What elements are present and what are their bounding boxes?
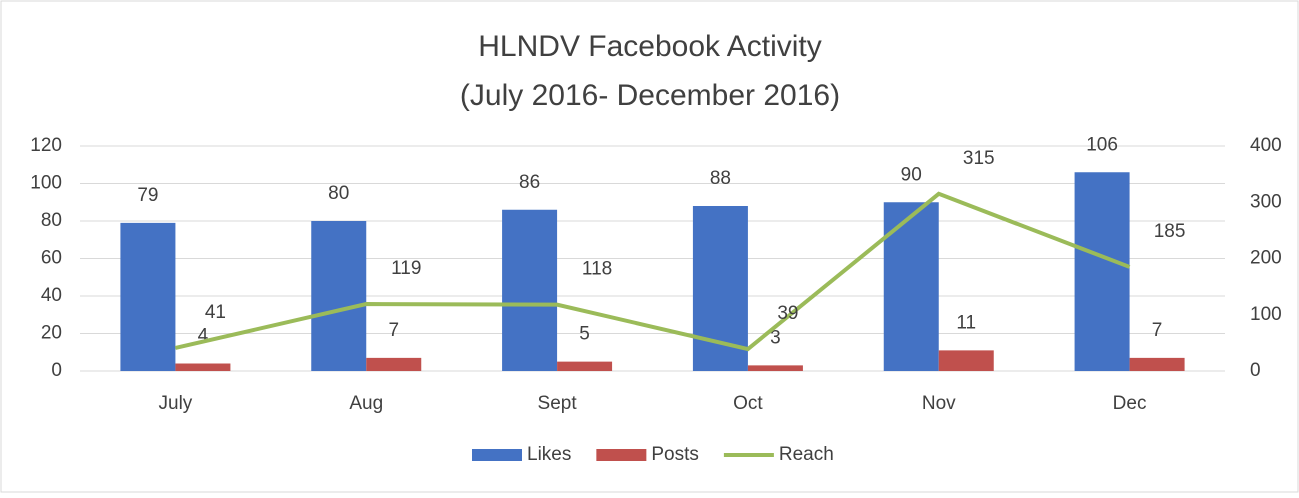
chart-subtitle: (July 2016- December 2016) — [460, 79, 840, 112]
y-tick-label: 120 — [30, 135, 62, 156]
x-tick-label: Dec — [1113, 393, 1147, 414]
data-label: 11 — [956, 312, 976, 333]
data-label: 185 — [1154, 221, 1186, 242]
data-label: 86 — [519, 172, 540, 193]
data-label: 7 — [1152, 320, 1163, 341]
x-tick-label: Oct — [733, 393, 763, 414]
y-tick-label: 60 — [41, 248, 62, 269]
bar — [120, 222, 176, 371]
x-tick-label: July — [159, 393, 193, 414]
legend-swatch — [472, 449, 522, 461]
y2-tick-label: 300 — [1250, 191, 1282, 212]
bar — [883, 202, 939, 371]
y2-tick-label: 400 — [1250, 135, 1282, 156]
data-label: 79 — [137, 185, 158, 206]
data-label: 90 — [901, 164, 922, 185]
data-label: 3 — [770, 327, 781, 348]
bar — [502, 209, 558, 371]
data-label: 5 — [579, 324, 590, 345]
bar — [938, 350, 994, 371]
bar — [747, 365, 803, 371]
data-label: 88 — [710, 168, 731, 189]
line — [174, 191, 1131, 352]
bar — [557, 361, 613, 371]
y-tick-label: 100 — [30, 173, 62, 194]
chart-title: HLNDV Facebook Activity — [478, 30, 821, 63]
x-tick-label: Nov — [922, 393, 956, 414]
data-label: 106 — [1086, 134, 1118, 155]
bar — [1074, 172, 1130, 371]
legend-swatch — [596, 449, 647, 461]
y2-tick-label: 100 — [1250, 304, 1282, 325]
y2-tick-label: 0 — [1250, 360, 1261, 381]
bar — [1129, 357, 1185, 371]
bar — [311, 221, 367, 371]
data-label: 7 — [388, 320, 399, 341]
y-tick-label: 40 — [41, 285, 62, 306]
data-label: 4 — [198, 326, 209, 347]
bar — [175, 363, 231, 371]
y-tick-label: 0 — [51, 360, 62, 381]
y2-tick-label: 200 — [1250, 248, 1282, 269]
bar — [366, 357, 422, 371]
legend-label: Likes — [527, 444, 571, 465]
data-label: 41 — [205, 302, 226, 323]
x-tick-label: Sept — [538, 393, 578, 414]
data-label: 39 — [777, 303, 798, 324]
y-tick-label: 20 — [41, 323, 62, 344]
data-label: 119 — [391, 258, 421, 279]
legend-label: Reach — [779, 444, 834, 465]
data-label: 118 — [582, 259, 612, 280]
legend-label: Posts — [651, 444, 699, 465]
data-label: 80 — [328, 183, 349, 204]
y-tick-label: 80 — [41, 210, 62, 231]
x-tick-label: Aug — [349, 393, 383, 414]
data-label: 315 — [963, 148, 995, 169]
